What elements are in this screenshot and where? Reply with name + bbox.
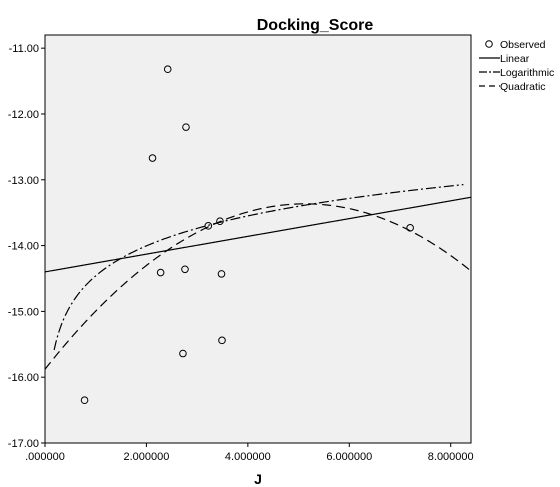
- x-axis: .000000 2.000000 4.000000 6.000000 8.000000: [25, 443, 474, 463]
- x-tick-label: 8.000000: [428, 451, 474, 463]
- observed-points: [80, 65, 414, 405]
- observed-point: [204, 222, 213, 230]
- y-tick-label: -12.00: [8, 109, 39, 121]
- x-axis-label: J: [254, 471, 262, 487]
- y-tick-label: -14.00: [8, 241, 39, 253]
- y-tick-label: -15.00: [8, 306, 39, 318]
- x-tick-label: 2.000000: [123, 451, 169, 463]
- x-tick-label: 4.000000: [225, 451, 271, 463]
- legend-label: Logarithmic: [500, 67, 554, 79]
- legend-label: Quadratic: [500, 81, 546, 93]
- legend: Observed Linear Logarithmic Quadratic: [479, 39, 554, 93]
- x-tick-label: .000000: [25, 451, 65, 463]
- observed-point: [217, 270, 226, 278]
- observed-point: [80, 396, 89, 405]
- chart-title: Docking_Score: [257, 17, 374, 34]
- y-tick-label: -17.00: [8, 438, 39, 450]
- observed-point: [163, 65, 172, 74]
- y-axis: -11.00 -12.00 -13.00 -14.00 -15.00 -16.00 -17.…: [8, 43, 45, 450]
- legend-label: Observed: [500, 39, 546, 51]
- observed-point: [406, 224, 414, 232]
- quadratic-fit-line: [45, 203, 471, 370]
- linear-fit-line: [45, 196, 471, 273]
- fit-lines: [45, 184, 471, 370]
- legend-marker-observed: [485, 40, 493, 48]
- plot-area: [44, 34, 472, 444]
- observed-point: [218, 336, 226, 345]
- observed-point: [216, 217, 224, 226]
- observed-point: [156, 268, 165, 277]
- observed-point: [182, 123, 190, 131]
- y-tick-label: -11.00: [9, 43, 39, 55]
- y-tick-label: -13.00: [8, 175, 39, 187]
- x-tick-label: 6.000000: [326, 451, 372, 463]
- observed-point: [181, 265, 189, 274]
- legend-label: Linear: [500, 53, 530, 65]
- observed-point: [148, 154, 157, 162]
- observed-point: [179, 349, 187, 358]
- y-tick-label: -16.00: [8, 372, 39, 384]
- logarithmic-fit-line: [53, 184, 464, 351]
